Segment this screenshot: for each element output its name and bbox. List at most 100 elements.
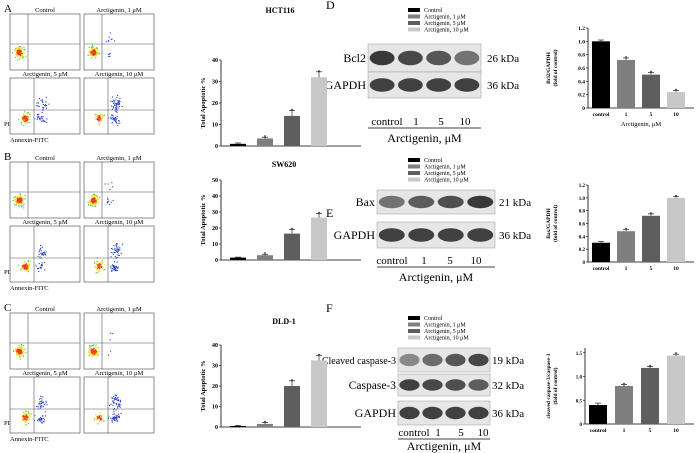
flow-event [38,263,40,265]
flow-event [24,266,26,268]
flow-event [16,51,18,53]
flow-event [93,48,95,50]
flow-event [99,265,101,267]
flow-event [38,251,40,253]
flow-event [26,410,28,412]
x-axis-label: Arctigenin, μM [621,121,662,128]
flow-event [23,355,25,357]
flow-event [115,103,117,105]
flow-event [114,265,116,267]
flow-event [93,347,95,349]
flow-event [14,56,16,58]
significance-mark: * [675,89,678,95]
flow-event [113,402,115,404]
flow-event [44,415,46,417]
flow-event [111,333,113,335]
flow-event [87,201,89,203]
flow-event [100,421,102,423]
flow-event [91,46,93,48]
flow-event [20,122,22,124]
flow-event [107,183,109,185]
flow-plot: Arctigenin, 5 μM [9,219,81,283]
kda-label: 36 kDa [487,80,519,92]
flow-plot: Arctigenin, 10 μM [83,71,155,135]
flow-event [18,53,20,55]
flow-event [23,124,25,126]
flow-event [113,101,115,103]
flow-event [22,120,24,122]
flow-event [92,200,94,202]
flow-event [97,116,99,118]
flow-event [113,266,115,268]
flow-event [118,399,120,401]
flow-event [91,353,93,355]
flow-event [92,352,94,354]
flow-event [116,404,118,406]
blot-band [426,78,452,92]
flow-event [116,110,118,112]
flow-event [110,403,112,405]
flow-event [113,417,115,419]
flow-event [116,269,118,271]
flow-event [19,356,21,358]
flow-event [91,203,93,205]
flow-event [90,51,92,53]
flow-event [21,55,23,57]
flow-event [97,196,99,198]
flow-event [95,346,97,348]
flow-event [13,204,15,206]
flow-event [22,197,24,199]
flow-event [88,54,90,56]
flow-event [113,395,115,397]
flow-event [27,122,29,124]
flow-event [91,201,93,203]
flow-event [93,350,95,352]
flow-event [24,115,26,117]
flow-event [44,104,46,106]
flow-event [20,353,22,355]
flow-event [97,418,99,420]
flow-event [18,52,20,54]
flow-event [113,266,115,268]
flow-event [16,354,18,356]
flow-event [39,407,41,409]
significance-mark: * [650,212,653,218]
flow-event [98,115,100,117]
y-tick-label: 1.0 [578,39,585,45]
x-tick-label: control [593,112,610,118]
flow-event [114,399,116,401]
bar [257,255,273,260]
flow-event [119,406,121,408]
flow-event [89,353,91,355]
flow-event [17,197,19,199]
flow-event [95,195,97,197]
flow-event [24,121,26,123]
flow-event [94,198,96,200]
lane-label: 1 [421,255,427,267]
flow-event [24,264,26,266]
band-label: Cleaved caspase-3 [322,356,396,367]
flow-event [95,417,97,419]
flow-event [100,412,102,414]
flow-event [40,252,42,254]
flow-event [99,270,101,272]
flow-event [98,265,100,267]
flow-event [93,51,95,53]
flow-event [40,417,42,419]
flow-event [19,51,21,53]
significance-mark: * [623,383,626,389]
flow-event [88,204,90,206]
flow-plot-label: Arctigenin, 10 μM [95,71,144,78]
flow-event [98,119,100,121]
y-tick-label: 20 [212,384,218,390]
flow-event [90,200,92,202]
flow-event [97,265,99,267]
flow-event [87,351,89,353]
flow-event [17,347,19,349]
flow-event [115,120,117,122]
flow-event [113,267,115,269]
flow-event [116,415,118,417]
flow-event [92,199,94,201]
flow-event [41,263,43,265]
flow-event [88,51,90,53]
